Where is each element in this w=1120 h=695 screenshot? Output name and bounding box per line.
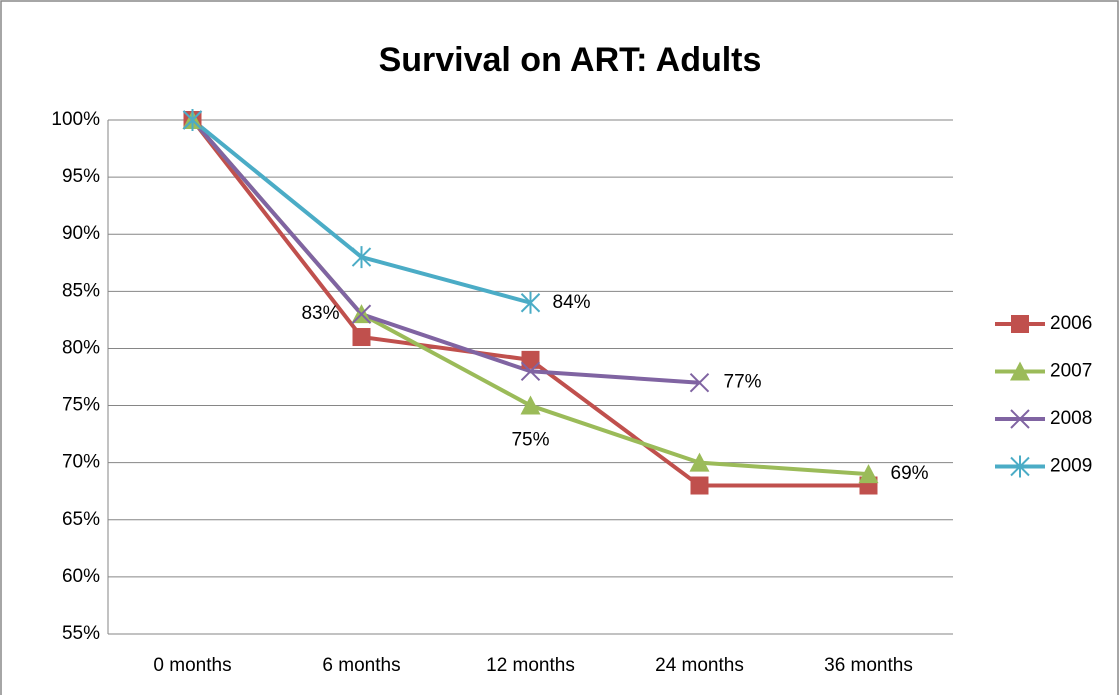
marker-shape <box>351 246 372 269</box>
marker-shape <box>1010 409 1030 429</box>
marker <box>521 350 540 369</box>
marker <box>182 109 203 131</box>
y-tick-label: 85% <box>62 280 100 301</box>
marker-shape <box>1010 455 1030 478</box>
y-tick-label: 80% <box>62 337 100 358</box>
data-label: 75% <box>511 430 549 451</box>
y-tick-label: 55% <box>62 623 100 644</box>
marker-shape <box>690 476 709 495</box>
marker <box>689 373 710 393</box>
legend-label: 2007 <box>1050 361 1092 382</box>
marker <box>1010 409 1030 429</box>
marker-shape <box>182 109 203 131</box>
legend-label: 2006 <box>1050 313 1092 334</box>
marker <box>1010 455 1030 478</box>
data-label: 84% <box>553 292 591 313</box>
marker-shape <box>689 452 710 472</box>
data-label: 83% <box>301 303 339 324</box>
x-tick-label: 12 months <box>486 655 575 676</box>
marker-shape <box>352 328 371 347</box>
marker <box>520 361 541 381</box>
marker <box>520 291 541 314</box>
marker-shape <box>351 304 372 324</box>
marker <box>351 304 372 324</box>
marker <box>858 464 879 484</box>
x-tick-label: 24 months <box>655 655 744 676</box>
x-tick-label: 36 months <box>824 655 913 676</box>
x-tick-label: 6 months <box>322 655 400 676</box>
data-label: 69% <box>891 463 929 484</box>
marker-shape <box>520 395 541 415</box>
data-label: 77% <box>724 372 762 393</box>
marker-shape <box>521 350 540 369</box>
y-tick-label: 70% <box>62 452 100 473</box>
legend-label: 2009 <box>1050 456 1092 477</box>
marker <box>351 246 372 269</box>
marker-shape <box>1011 315 1029 333</box>
x-tick-label: 0 months <box>153 655 231 676</box>
marker <box>352 328 371 347</box>
y-tick-label: 90% <box>62 223 100 244</box>
chart-title: Survival on ART: Adults <box>379 41 762 79</box>
marker <box>690 476 709 495</box>
y-tick-label: 95% <box>62 166 100 187</box>
marker <box>689 452 710 472</box>
marker-shape <box>858 464 879 484</box>
marker <box>1011 315 1029 333</box>
y-tick-label: 60% <box>62 566 100 587</box>
marker-shape <box>689 373 710 393</box>
marker-shape <box>520 361 541 381</box>
marker-shape <box>520 291 541 314</box>
y-tick-label: 100% <box>51 109 100 130</box>
marker-shape <box>1010 361 1030 381</box>
series-line <box>190 118 700 385</box>
marker <box>520 395 541 415</box>
marker <box>1010 361 1030 381</box>
y-tick-label: 75% <box>62 395 100 416</box>
y-tick-label: 65% <box>62 509 100 530</box>
legend-label: 2008 <box>1050 408 1092 429</box>
